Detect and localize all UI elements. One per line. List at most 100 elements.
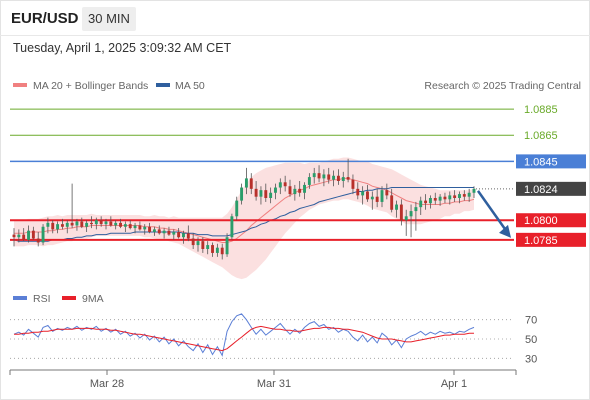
candle-body bbox=[288, 186, 292, 195]
ma50-legend-label: MA 50 bbox=[175, 80, 205, 92]
candle-body bbox=[196, 241, 200, 246]
ma20-legend-swatch bbox=[13, 83, 27, 87]
chart-header: EUR/USD 30 MIN bbox=[0, 0, 590, 36]
candle-body bbox=[385, 190, 389, 196]
support-resistance-lines bbox=[10, 108, 514, 241]
candle-body bbox=[249, 178, 253, 189]
candle-body bbox=[41, 226, 45, 243]
chart-datetime: Tuesday, April 1, 2025 3:09:32 AM CET bbox=[13, 41, 232, 55]
bollinger-band-area bbox=[14, 157, 474, 280]
candle-body bbox=[128, 224, 132, 229]
candle-body bbox=[104, 221, 108, 225]
candle-body bbox=[322, 174, 326, 179]
candle-body bbox=[283, 182, 287, 187]
ma20-legend-label: MA 20 + Bollinger Bands bbox=[33, 80, 148, 92]
candle-body bbox=[336, 175, 340, 181]
rsi-tick-label: 30 bbox=[525, 353, 537, 365]
candle-body bbox=[332, 175, 336, 180]
candle-body bbox=[351, 179, 355, 189]
candle-body bbox=[356, 188, 360, 196]
research-credit: Research © 2025 Trading Central bbox=[424, 80, 581, 92]
candle-body bbox=[206, 245, 210, 249]
candle-body bbox=[269, 192, 273, 198]
candle-body bbox=[94, 220, 98, 225]
candle-body bbox=[27, 230, 30, 240]
candle-body bbox=[138, 225, 142, 230]
level-tag-s2 bbox=[516, 232, 586, 247]
candle-body bbox=[293, 188, 297, 195]
candle-body bbox=[17, 234, 21, 238]
ma50-line bbox=[13, 187, 474, 242]
candle-body bbox=[99, 220, 103, 225]
candle-body bbox=[157, 229, 161, 234]
candle-body bbox=[211, 245, 214, 253]
rsi-legend-swatch bbox=[13, 296, 27, 300]
x-axis-ticks: Mar 28 Mar 31 Apr 1 bbox=[9, 370, 517, 390]
candle-body bbox=[254, 188, 258, 197]
candle-body bbox=[303, 184, 306, 193]
candle-body bbox=[317, 173, 321, 179]
candle-body bbox=[12, 234, 16, 238]
candle-body bbox=[182, 233, 185, 238]
level-label-s1: 1.0800 bbox=[524, 215, 558, 227]
candle-body bbox=[46, 222, 50, 227]
ma20-line bbox=[14, 177, 475, 243]
candle-body bbox=[123, 224, 127, 227]
candle-body bbox=[370, 196, 374, 200]
candle-body bbox=[259, 190, 263, 197]
candle-body bbox=[162, 230, 166, 234]
ma50-legend-swatch bbox=[156, 83, 170, 87]
candle-body bbox=[366, 191, 369, 200]
candle-body bbox=[462, 194, 466, 197]
ma9-legend-swatch bbox=[62, 296, 76, 300]
x-tick-label: Mar 31 bbox=[257, 378, 291, 390]
level-label-pivot: 1.0845 bbox=[524, 156, 558, 168]
rsi-legend-label: RSI bbox=[33, 293, 51, 305]
candle-body bbox=[419, 200, 423, 208]
rsi-panel: 70 50 30 bbox=[10, 313, 537, 365]
candle-body bbox=[380, 190, 384, 202]
candle-body bbox=[346, 177, 350, 180]
candle-body bbox=[424, 200, 428, 204]
candle-body bbox=[201, 241, 205, 249]
candle-body bbox=[448, 195, 452, 200]
candle-body bbox=[443, 196, 447, 200]
timeframe-badge[interactable]: 30 MIN bbox=[82, 7, 136, 31]
candle-body bbox=[51, 222, 55, 230]
candle-body bbox=[453, 195, 457, 198]
candle-body bbox=[395, 204, 398, 210]
candle-body bbox=[312, 173, 316, 178]
ma9-legend-label: 9MA bbox=[82, 293, 104, 305]
candle-body bbox=[467, 192, 471, 197]
candle-body bbox=[191, 238, 195, 246]
candle-body bbox=[414, 207, 418, 212]
candle-body bbox=[22, 234, 26, 240]
candle-body bbox=[240, 187, 244, 201]
candle-body bbox=[438, 196, 442, 201]
level-label-s2: 1.0785 bbox=[524, 235, 558, 247]
forecast-arrow-head bbox=[499, 224, 511, 238]
candle-body bbox=[152, 229, 156, 232]
moving-averages bbox=[13, 177, 475, 243]
candle-body bbox=[114, 222, 118, 226]
candle-body bbox=[472, 188, 476, 193]
candle-body bbox=[230, 216, 234, 238]
candle-body bbox=[225, 237, 229, 255]
x-tick-label: Mar 28 bbox=[90, 378, 124, 390]
candle-body bbox=[298, 188, 302, 193]
current-price-label: 1.0824 bbox=[524, 184, 558, 196]
candle-body bbox=[80, 221, 84, 227]
candle-body bbox=[85, 222, 89, 227]
candle-body bbox=[119, 222, 122, 227]
candle-body bbox=[327, 174, 331, 180]
rsi-tick-label: 70 bbox=[525, 315, 537, 327]
rsi-ma9-line bbox=[14, 325, 474, 352]
candle-body bbox=[143, 226, 147, 230]
candle-body bbox=[36, 238, 40, 243]
price-level-labels: 1.0885 1.0865 1.0845 1.0800 1.0785 1.0824 bbox=[516, 104, 586, 247]
candle-body bbox=[399, 204, 403, 221]
candle-body bbox=[70, 222, 74, 226]
candle-body bbox=[244, 178, 248, 188]
candle-body bbox=[90, 222, 93, 225]
